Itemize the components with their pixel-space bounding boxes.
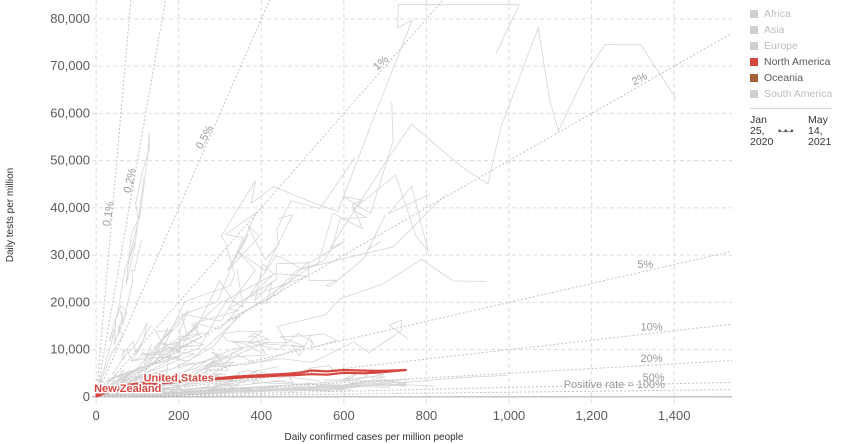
legend-label: South America xyxy=(764,88,833,100)
y-tick-label: 0 xyxy=(83,389,90,404)
positive-rate-label: 10% xyxy=(640,321,662,333)
positive-rate-label: 5% xyxy=(637,259,653,271)
timeline-start-month: Jan xyxy=(750,114,767,126)
background-country-line xyxy=(99,351,235,397)
background-country-line xyxy=(99,240,142,390)
legend-swatch xyxy=(750,42,758,50)
legend-item-south-america[interactable]: South America xyxy=(750,86,855,102)
background-country-line xyxy=(96,132,150,389)
series-label-united-states: United States xyxy=(144,372,214,384)
x-tick-label: 200 xyxy=(168,408,190,423)
background-country-line xyxy=(96,332,338,398)
y-tick-label: 20,000 xyxy=(50,294,90,309)
timeline-start-date: Jan 25, 2020 xyxy=(750,115,778,148)
positive-rate-line xyxy=(95,0,132,397)
legend-swatch xyxy=(750,26,758,34)
legend-label: Asia xyxy=(764,24,785,36)
series-line-new-zealand xyxy=(95,388,103,398)
positive-rate-label: Positive rate = 100% xyxy=(564,379,665,391)
y-tick-label: 80,000 xyxy=(50,11,90,26)
x-tick-label: 800 xyxy=(416,408,438,423)
y-axis-title: Daily tests per million xyxy=(5,168,16,262)
positive-rate-line xyxy=(95,0,271,398)
legend-item-north-america[interactable]: North America xyxy=(750,54,855,70)
series-label-new-zealand: New Zealand xyxy=(94,383,161,395)
background-country-line xyxy=(105,258,487,395)
axis-ticks: 0 10,000 20,000 30,000 40,000 50,000 60,000 70,… xyxy=(50,11,690,423)
y-tick-label: 50,000 xyxy=(50,153,90,168)
positive-rate-label: 50% xyxy=(643,372,665,384)
legend-swatch xyxy=(750,58,758,66)
legend-item-africa[interactable]: Africa xyxy=(750,6,855,22)
legend-swatch xyxy=(750,74,758,82)
legend-label: Europe xyxy=(764,40,798,52)
positive-rate-label: 20% xyxy=(640,353,662,365)
grid xyxy=(92,0,732,404)
legend-swatch xyxy=(750,90,758,98)
positive-rate-lines xyxy=(95,0,732,398)
background-country-line xyxy=(97,102,394,397)
positive-rate-line xyxy=(95,0,166,397)
legend-items: Africa Asia Europe North America Oceania Sout… xyxy=(750,6,855,102)
background-country-line xyxy=(104,378,407,397)
positive-rate-line xyxy=(96,389,732,398)
legend-swatch xyxy=(750,10,758,18)
legend-item-asia[interactable]: Asia xyxy=(750,22,855,38)
legend-divider xyxy=(750,108,832,109)
background-country-line xyxy=(106,174,430,393)
y-tick-label: 40,000 xyxy=(50,200,90,215)
background-country-line xyxy=(106,26,677,393)
legend: Africa Asia Europe North America Oceania Sout… xyxy=(750,6,855,148)
x-tick-label: 600 xyxy=(333,408,355,423)
timeline-end-date: May 14, 2021 xyxy=(808,115,836,148)
positive-rate-label: 0.5% xyxy=(194,123,216,151)
y-tick-label: 10,000 xyxy=(50,342,90,357)
legend-item-oceania[interactable]: Oceania xyxy=(750,70,855,86)
series-line-united-states xyxy=(95,368,407,398)
x-tick-label: 1,200 xyxy=(575,408,608,423)
legend-label: Oceania xyxy=(764,72,804,84)
background-country-line xyxy=(107,4,520,383)
x-axis-title: Daily confirmed cases per million people xyxy=(285,432,464,443)
background-country-line xyxy=(98,330,270,397)
timeline-end-year: 2021 xyxy=(808,136,832,148)
timeline-range-arrow-icon[interactable]: •–•–• xyxy=(778,126,793,136)
y-tick-label: 30,000 xyxy=(50,247,90,262)
x-tick-label: 1,000 xyxy=(493,408,526,423)
legend-label: North America xyxy=(764,56,831,68)
legend-item-europe[interactable]: Europe xyxy=(750,38,855,54)
background-country-line xyxy=(95,322,152,397)
positive-rate-label: 0.2% xyxy=(122,167,139,194)
positive-rate-line xyxy=(96,323,732,398)
timeline-start-day: 25, xyxy=(750,125,765,137)
positive-rate-line xyxy=(96,250,732,398)
timeline-end-day: 14, xyxy=(808,125,823,137)
x-tick-label: 400 xyxy=(250,408,272,423)
positive-rate-label: 2% xyxy=(630,70,650,88)
positive-rate-label: 0.1% xyxy=(101,200,117,227)
timeline-start-year: 2020 xyxy=(750,136,774,148)
timeline-end-month: May xyxy=(808,114,828,126)
legend-label: Africa xyxy=(764,8,791,20)
y-tick-label: 70,000 xyxy=(50,58,90,73)
y-tick-label: 60,000 xyxy=(50,105,90,120)
x-tick-label: 1,400 xyxy=(658,408,691,423)
positive-rate-label: 1% xyxy=(371,53,391,73)
x-tick-label: 0 xyxy=(93,408,100,423)
timeline-control[interactable]: Jan 25, 2020 •–•–• May 14, 2021 xyxy=(750,115,855,148)
